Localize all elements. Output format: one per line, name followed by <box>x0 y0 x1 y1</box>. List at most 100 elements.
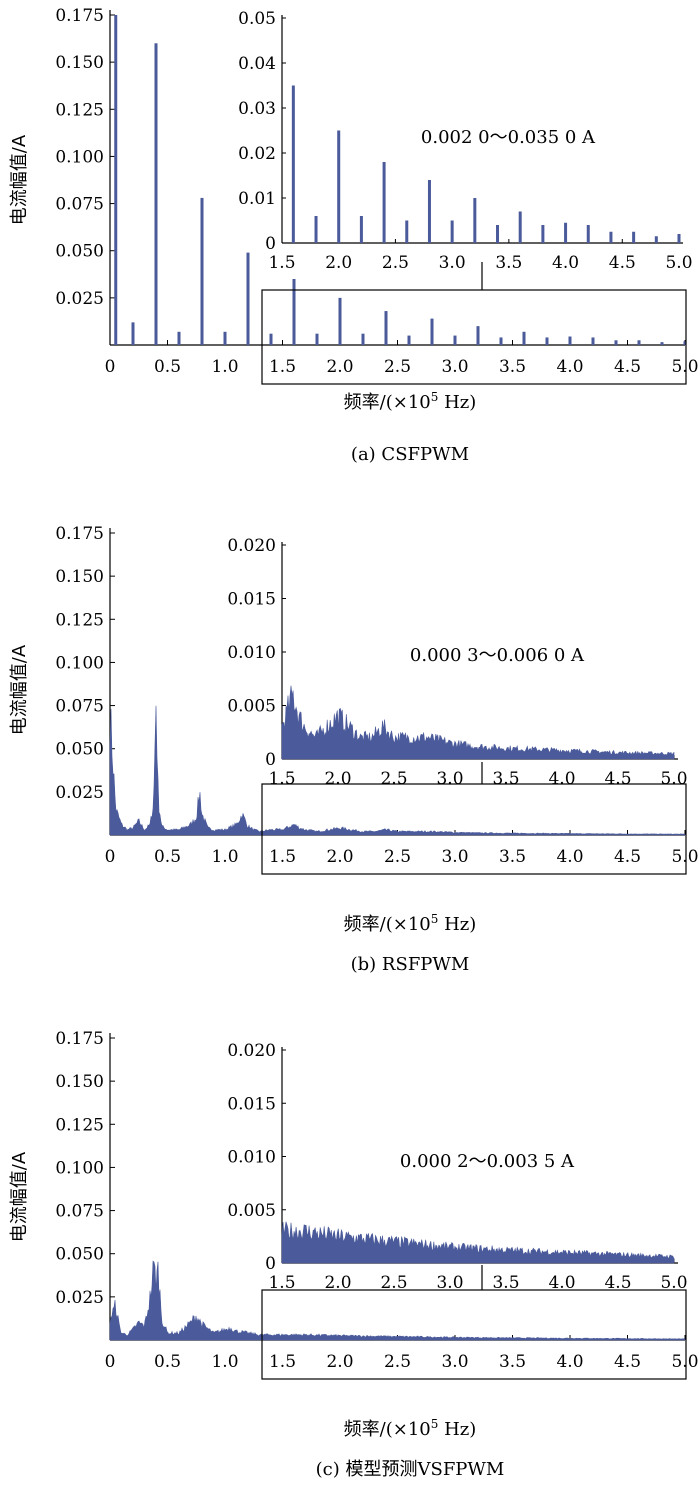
x-tick-label: 4.0 <box>556 1352 583 1372</box>
spectrum-area <box>109 1260 686 1341</box>
bar <box>545 337 549 345</box>
x-tick-label: 0 <box>105 1352 116 1372</box>
spectrum-area <box>109 705 686 836</box>
y-tick-label: 0.125 <box>55 100 104 120</box>
inset-range-annotation: 0.000 2～0.003 5 A <box>400 1151 575 1172</box>
x-tick-label: 2.5 <box>384 847 411 867</box>
y-tick-label: 0.150 <box>55 1072 104 1092</box>
inset-y-tick-label: 0.015 <box>227 590 276 610</box>
inset-x-tick-label: 3.5 <box>495 253 522 273</box>
bar <box>614 340 618 345</box>
x-tick-label: 4.0 <box>556 357 583 377</box>
y-tick-label: 0.075 <box>55 195 104 215</box>
inset-bar <box>541 225 545 243</box>
y-tick-label: 0.100 <box>55 1158 104 1178</box>
bar <box>154 43 158 346</box>
inset-x-tick-label: 4.0 <box>548 1273 575 1293</box>
x-tick-label: 5.0 <box>671 357 698 377</box>
inset-x-tick-label: 1.5 <box>268 1273 295 1293</box>
x-tick-label: 3.0 <box>441 1352 468 1372</box>
chart-panel-3: 0.175 0.150 0.125 0.100 0.075 0.050 0.025 0 0.5 1… <box>9 1029 699 1480</box>
inset-x-tick-label: 1.5 <box>268 253 295 273</box>
bar <box>476 326 480 345</box>
inset-x-tick-label: 3.0 <box>439 253 466 273</box>
x-tick-label: 3.5 <box>499 1352 526 1372</box>
inset-y-tick-label: 0 <box>265 1254 276 1274</box>
y-tick-label: 0.125 <box>55 610 104 630</box>
inset-x-tick-label: 3.0 <box>436 769 463 789</box>
inset-bar <box>677 234 681 243</box>
panel-caption: (a) CSFPWM <box>351 444 469 465</box>
zoom-box <box>261 1289 687 1380</box>
inset-x-tick-label: 3.5 <box>492 1273 519 1293</box>
inset-bar <box>496 225 500 243</box>
inset-y-tick-label: 0.005 <box>227 1201 276 1221</box>
inset-y-tick-label: 0.015 <box>227 1094 276 1114</box>
inset-y-tick-label: 0.020 <box>227 536 276 556</box>
y-axis-label: 电流幅值/A <box>9 644 30 735</box>
y-tick-label: 0.050 <box>55 1245 104 1265</box>
inset-bar <box>586 225 590 243</box>
inset-bar <box>632 231 636 243</box>
inset-bar <box>337 130 341 243</box>
y-tick-label: 0.050 <box>55 740 104 760</box>
bar <box>131 322 135 345</box>
x-axis-label: 频率/(×105 Hz) <box>344 912 477 935</box>
inset-x-tick-label: 4.5 <box>609 253 636 273</box>
inset-y-tick-label: 0 <box>265 750 276 770</box>
inset-y-tick-label: 0.01 <box>238 189 276 209</box>
bar <box>338 297 342 345</box>
bar <box>499 337 503 345</box>
bar <box>361 333 365 345</box>
inset-spectrum-area <box>281 685 675 760</box>
inset-bar <box>564 222 568 243</box>
x-tick-label: 4.5 <box>614 847 641 867</box>
x-tick-label: 5.0 <box>671 847 698 867</box>
inset-bar <box>518 211 522 243</box>
inset-chart: 0.020 0.015 0.010 0.005 01.5 2.0 2.5 3.0 3.5 4.0 4… <box>227 536 687 789</box>
bar <box>660 342 664 345</box>
inset-x-tick-label: 4.5 <box>604 1273 631 1293</box>
inset-x-tick-label: 2.5 <box>380 769 407 789</box>
x-tick-label: 1.0 <box>211 1352 238 1372</box>
bar <box>568 336 572 345</box>
inset-chart: 0.020 0.015 0.010 0.005 01.5 2.0 2.5 3.0 3.5 4.0 4… <box>227 1041 687 1293</box>
inset-bar <box>405 220 409 243</box>
bar <box>269 333 273 345</box>
bar <box>637 340 641 345</box>
y-tick-label: 0.100 <box>55 653 104 673</box>
bar <box>200 197 204 345</box>
inset-bar <box>382 162 386 243</box>
inset-bar <box>359 216 363 243</box>
inset-y-tick-label: 0 <box>265 234 276 254</box>
inset-x-tick-label: 3.5 <box>492 769 519 789</box>
x-tick-label: 4.5 <box>614 357 641 377</box>
inset-bar <box>654 236 658 243</box>
x-axis-label: 频率/(×105 Hz) <box>344 1417 477 1440</box>
inset-x-tick-label: 5.0 <box>660 769 687 789</box>
y-axis-label: 电流幅值/A <box>9 1151 30 1242</box>
inset-x-tick-label: 5.0 <box>665 253 692 273</box>
inset-bar <box>427 180 431 243</box>
y-tick-label: 0.175 <box>55 1029 104 1049</box>
x-tick-label: 3.0 <box>441 847 468 867</box>
y-axis-label: 电流幅值/A <box>9 134 30 225</box>
bar <box>683 341 687 345</box>
panel-caption: (c) 模型预测VSFPWM <box>316 1459 505 1480</box>
x-tick-label: 3.5 <box>499 357 526 377</box>
inset-x-tick-label: 3.0 <box>436 1273 463 1293</box>
inset-bar <box>314 216 318 243</box>
bar <box>453 335 457 345</box>
panel-caption: (b) RSFPWM <box>351 954 470 975</box>
zoom-box <box>261 289 687 385</box>
x-tick-label: 1.5 <box>269 1352 296 1372</box>
inset-x-tick-label: 4.0 <box>548 769 575 789</box>
inset-chart: 0.05 0.04 0.03 0.02 0.01 01.5 2.0 2.5 3.0 3.5 4.0 4… <box>238 9 692 273</box>
y-tick-label: 0.150 <box>55 567 104 587</box>
x-tick-label: 2.0 <box>326 1352 353 1372</box>
inset-bar <box>450 220 454 243</box>
inset-x-tick-label: 2.5 <box>382 253 409 273</box>
inset-x-tick-label: 4.5 <box>604 769 631 789</box>
y-tick-label: 0.075 <box>55 697 104 717</box>
